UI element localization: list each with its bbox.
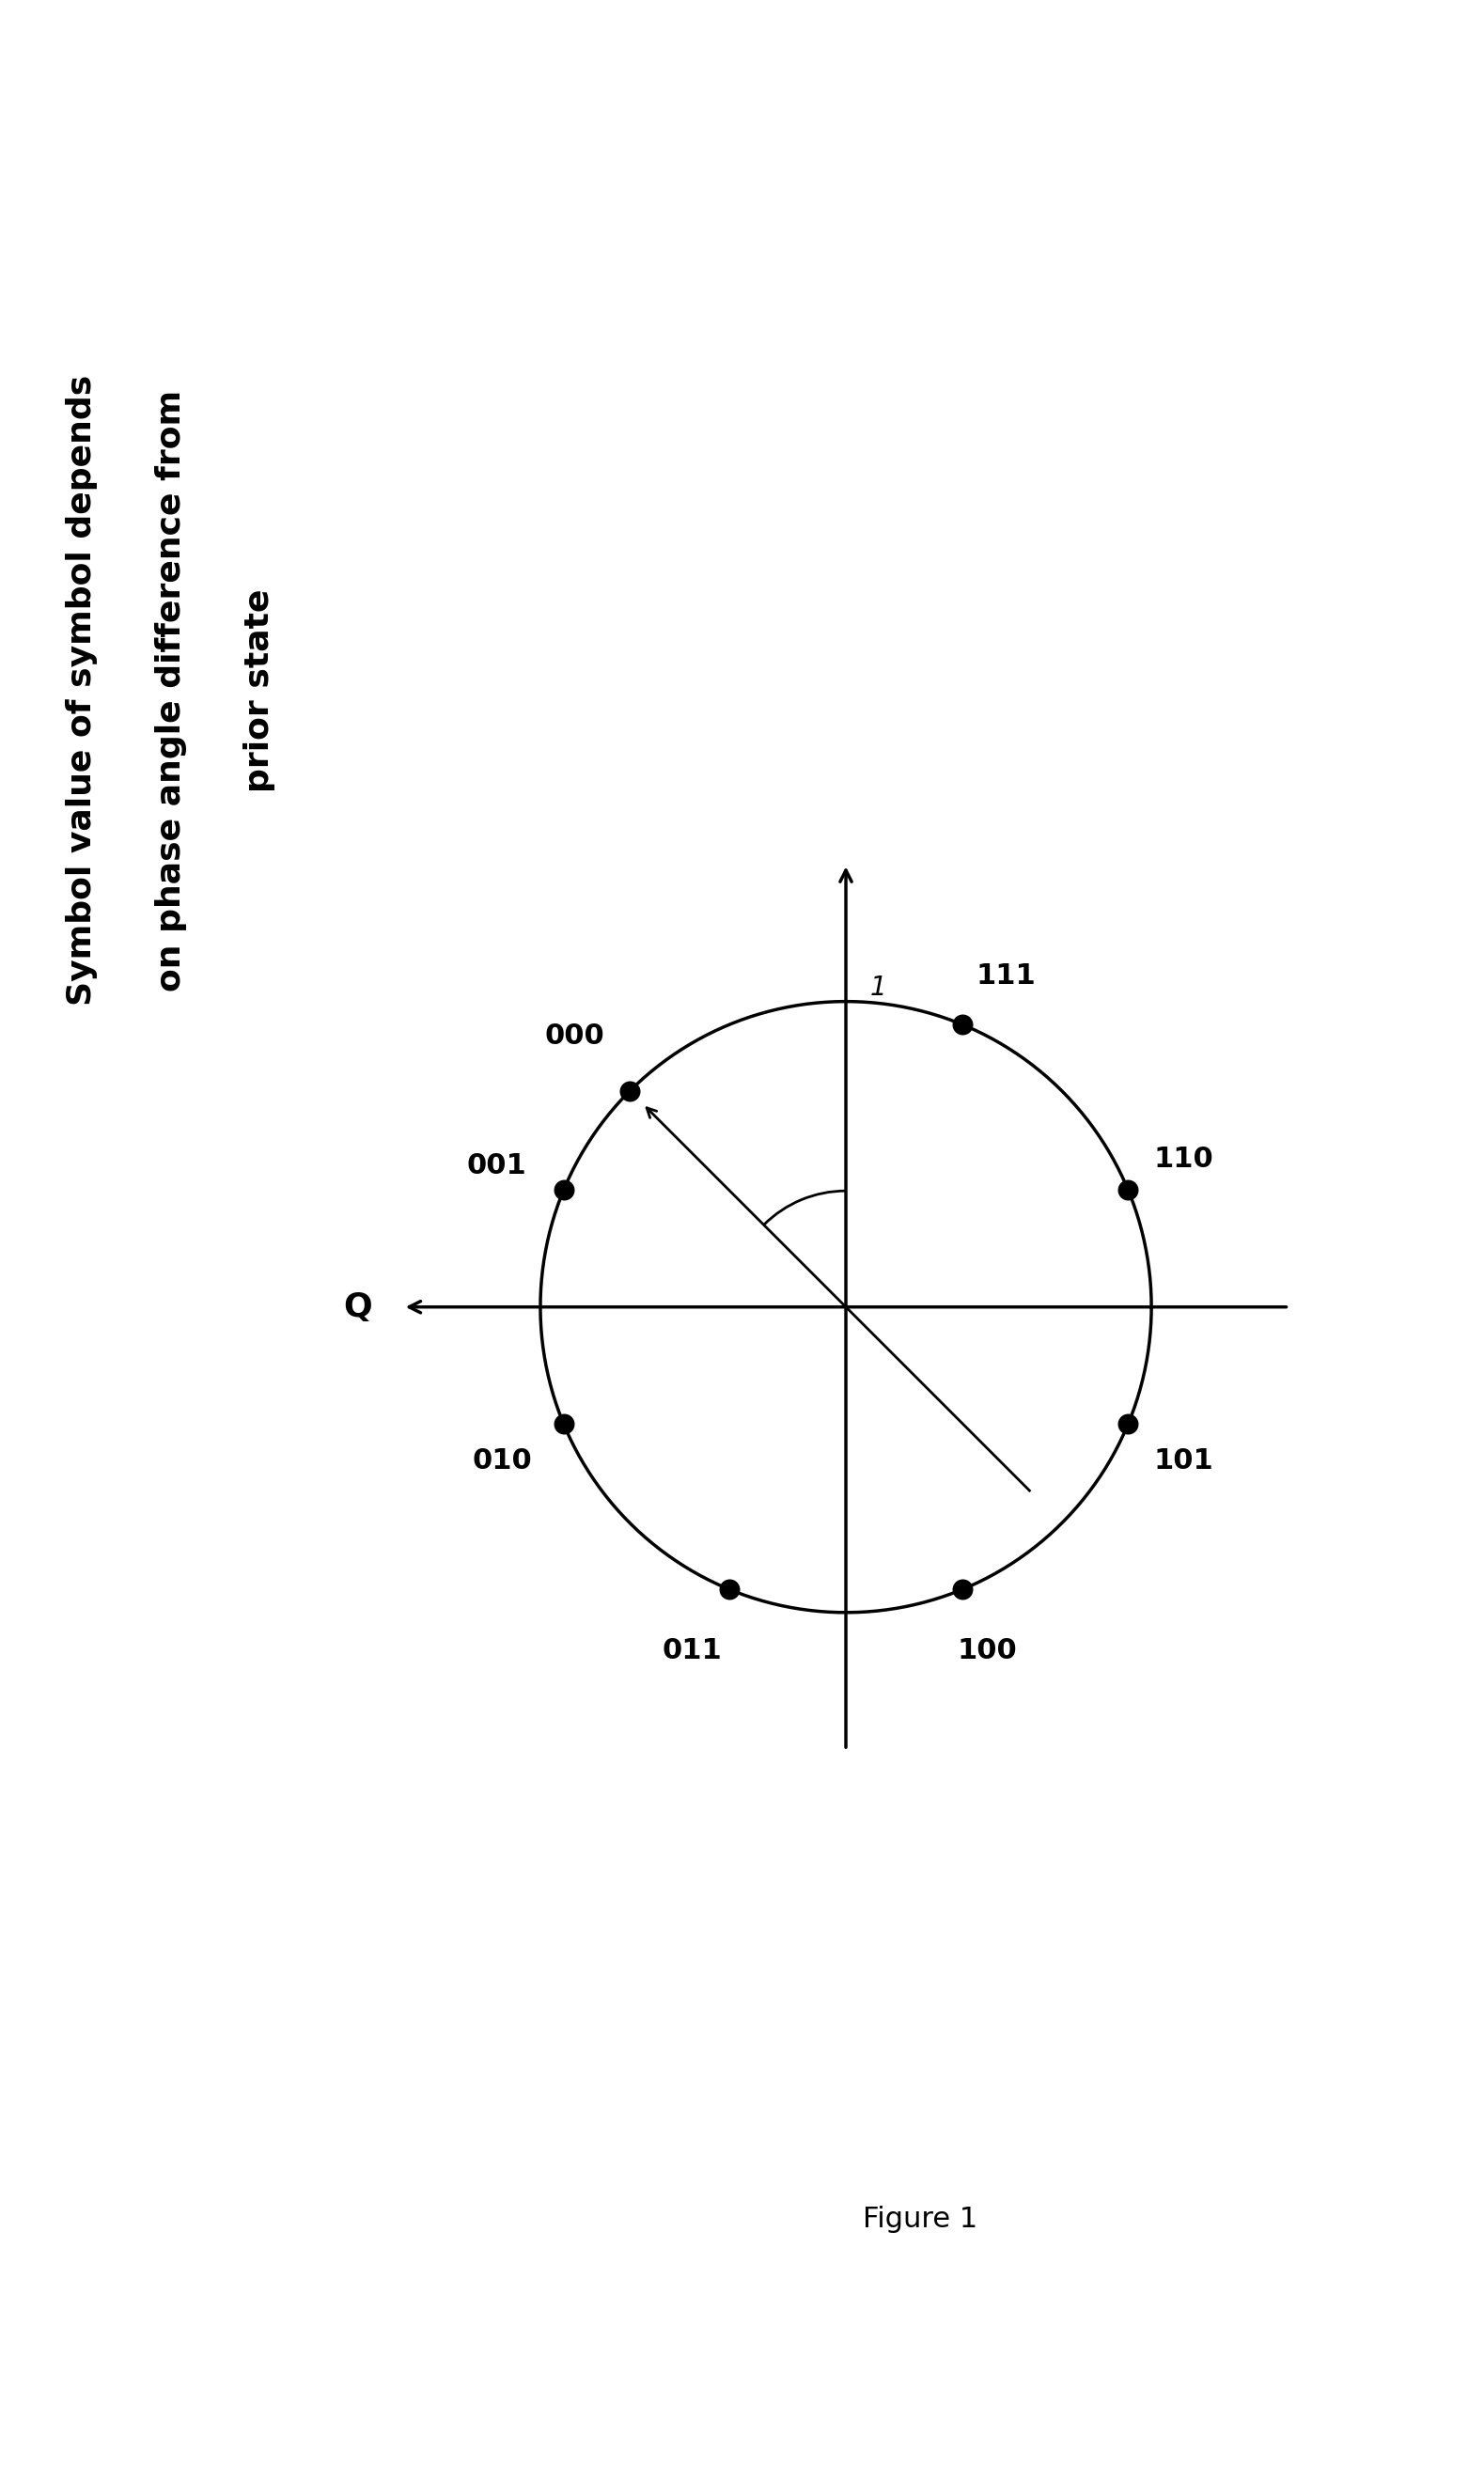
Text: Q: Q bbox=[343, 1292, 372, 1322]
Text: 000: 000 bbox=[545, 1023, 605, 1051]
Text: 101: 101 bbox=[1153, 1448, 1212, 1475]
Point bbox=[951, 1006, 975, 1046]
Point bbox=[552, 1171, 576, 1211]
Point bbox=[552, 1403, 576, 1443]
Text: 110: 110 bbox=[1153, 1147, 1212, 1174]
Text: Symbol value of symbol depends: Symbol value of symbol depends bbox=[65, 375, 98, 1006]
Text: 100: 100 bbox=[957, 1637, 1017, 1665]
Text: 010: 010 bbox=[472, 1448, 533, 1475]
Point bbox=[617, 1070, 641, 1110]
Text: prior state: prior state bbox=[243, 589, 276, 792]
Text: 001: 001 bbox=[466, 1152, 527, 1179]
Point bbox=[1116, 1171, 1140, 1211]
Point bbox=[951, 1568, 975, 1608]
Text: 111: 111 bbox=[975, 962, 1036, 989]
Text: 011: 011 bbox=[662, 1637, 723, 1665]
Text: 1: 1 bbox=[870, 974, 887, 1001]
Point bbox=[717, 1568, 741, 1608]
Text: on phase angle difference from: on phase angle difference from bbox=[154, 390, 187, 991]
Point bbox=[1116, 1403, 1140, 1443]
Text: Figure 1: Figure 1 bbox=[862, 2205, 978, 2234]
